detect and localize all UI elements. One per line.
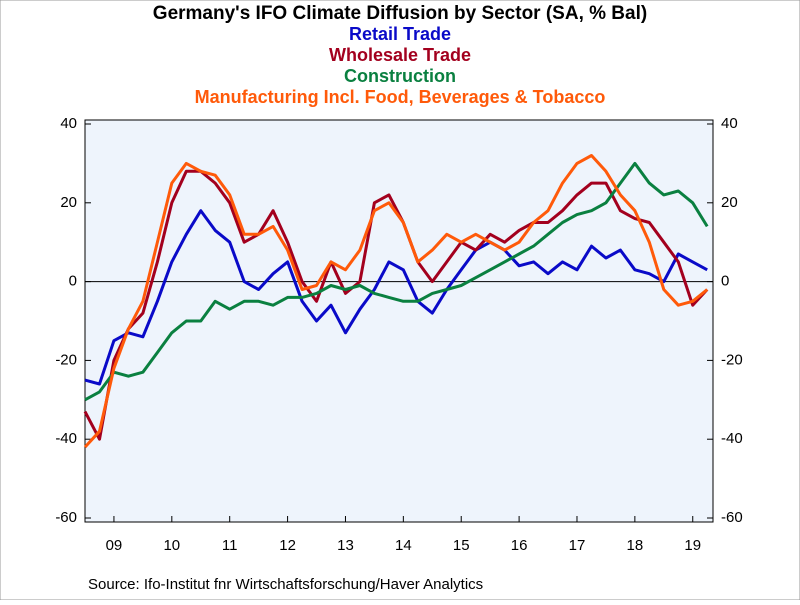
- y2-tick-label: 0: [721, 273, 729, 290]
- series-line: [84, 161, 709, 402]
- legend-entry: Construction: [344, 66, 456, 86]
- legend-entry: Manufacturing Incl. Food, Beverages & To…: [195, 87, 606, 107]
- y-tick-label: -20: [55, 351, 77, 368]
- plot-area: [84, 119, 714, 523]
- chart-title: Germany's IFO Climate Diffusion by Secto…: [153, 3, 647, 24]
- x-tick-label: 19: [684, 537, 701, 554]
- source: Source: Ifo-Institut fnr Wirtschaftsfors…: [88, 576, 483, 593]
- x-tick-label: 09: [106, 537, 123, 554]
- y2-tick-label: -60: [721, 509, 743, 526]
- y-tick-label: -40: [55, 430, 77, 447]
- series-line: [83, 169, 709, 441]
- x-tick-label: 13: [337, 537, 354, 554]
- y-tick-label: 0: [69, 273, 77, 290]
- legend-entry: Retail Trade: [349, 24, 451, 44]
- x-tick-label: 16: [511, 537, 528, 554]
- series-line: [83, 154, 709, 449]
- y2-tick-label: -20: [721, 351, 743, 368]
- x-tick-label: 15: [453, 537, 470, 554]
- x-tick-label: 14: [395, 537, 412, 554]
- y2-tick-label: 40: [721, 115, 738, 132]
- x-tick-label: 11: [222, 537, 238, 554]
- y-tick-label: 40: [60, 115, 77, 132]
- y-tick-label: 20: [60, 194, 77, 211]
- y-tick-label: -60: [55, 509, 77, 526]
- x-tick-label: 18: [627, 537, 644, 554]
- legend-entry: Wholesale Trade: [329, 45, 471, 65]
- y2-tick-label: 20: [721, 194, 738, 211]
- y2-tick-label: -40: [721, 430, 743, 447]
- x-tick-label: 12: [279, 537, 296, 554]
- x-tick-label: 10: [163, 537, 180, 554]
- series-line: [84, 209, 708, 386]
- x-tick-label: 17: [569, 537, 586, 554]
